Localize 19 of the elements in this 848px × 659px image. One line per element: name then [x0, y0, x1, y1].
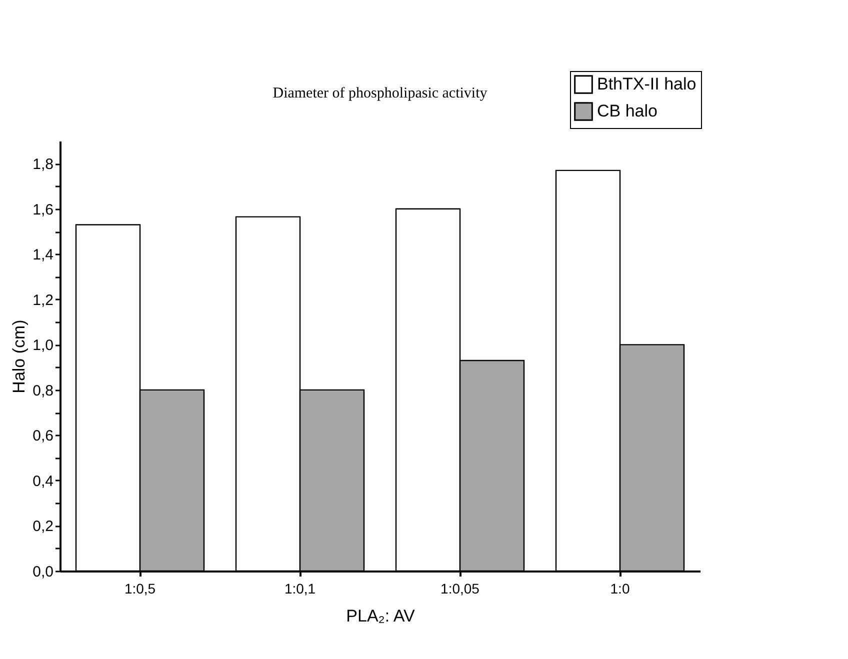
y-tick-label: 1,6 [32, 201, 54, 218]
y-tick-label: 0,8 [32, 382, 54, 400]
x-tick-label: 1:0,5 [124, 580, 156, 596]
y-tick-label: 0,4 [32, 472, 54, 490]
y-tick-label: 0,0 [32, 564, 54, 580]
x-tick-label: 1:0,05 [440, 580, 480, 596]
y-tick-label: 0,6 [32, 428, 54, 445]
x-tick-label: 1:0 [610, 580, 630, 596]
y-tick-label: 1,2 [32, 292, 54, 309]
x-tick-label: 1:0,1 [284, 580, 316, 596]
y-tick-label: 1,8 [32, 156, 54, 174]
chart-title: Diameter of phospholipasic activity [272, 86, 488, 102]
y-tick-label: 1,0 [32, 337, 54, 354]
y-tick-label: 1,4 [32, 246, 54, 264]
legend-label: CB halo [597, 102, 658, 120]
legend-label: BthTX-II halo [597, 74, 696, 94]
x-axis-title: PLA₂: AV [346, 606, 416, 626]
y-axis-title: Halo (cm) [10, 320, 29, 394]
y-tick-label: 0,2 [32, 518, 54, 536]
